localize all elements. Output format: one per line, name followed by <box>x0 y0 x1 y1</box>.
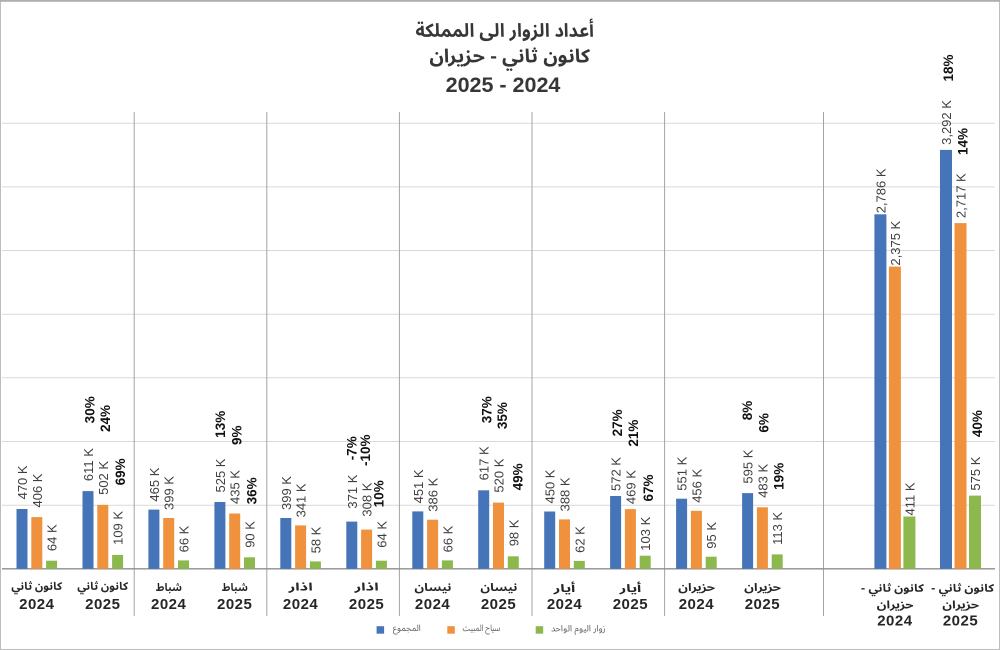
svg-text:483 K: 483 K <box>755 463 770 497</box>
svg-text:525 K: 525 K <box>213 458 228 492</box>
svg-text:2024: 2024 <box>547 596 583 613</box>
svg-text:66 K: 66 K <box>440 525 455 552</box>
svg-text:2024: 2024 <box>283 596 319 613</box>
svg-text:2025: 2025 <box>481 596 516 613</box>
svg-text:49%: 49% <box>510 463 525 490</box>
svg-text:37%: 37% <box>480 396 495 423</box>
svg-text:575 K: 575 K <box>968 456 983 490</box>
svg-text:69%: 69% <box>113 458 128 485</box>
svg-text:19%: 19% <box>772 463 787 490</box>
svg-text:24%: 24% <box>98 405 113 432</box>
svg-text:62 K: 62 K <box>572 526 587 553</box>
svg-text:113 K: 113 K <box>770 512 785 545</box>
svg-text:8%: 8% <box>740 401 755 421</box>
svg-text:551 K: 551 K <box>675 456 690 490</box>
svg-text:64 K: 64 K <box>45 524 60 551</box>
svg-text:2025 - 2024: 2025 - 2024 <box>446 73 561 97</box>
svg-text:450 K: 450 K <box>543 469 558 503</box>
svg-text:10%: 10% <box>372 480 387 507</box>
svg-text:2024: 2024 <box>877 613 913 630</box>
svg-text:40%: 40% <box>970 410 985 437</box>
svg-text:595 K: 595 K <box>741 449 756 483</box>
svg-text:341 K: 341 K <box>294 483 309 517</box>
svg-text:18%: 18% <box>941 54 956 81</box>
svg-text:451 K: 451 K <box>411 469 426 503</box>
svg-text:611 K: 611 K <box>81 448 96 481</box>
svg-text:456 K: 456 K <box>689 468 704 502</box>
svg-text:2025: 2025 <box>613 596 648 613</box>
svg-text:2024: 2024 <box>679 596 715 613</box>
svg-text:520 K: 520 K <box>492 458 507 492</box>
svg-text:399 K: 399 K <box>279 476 294 510</box>
svg-text:470 K: 470 K <box>15 465 30 499</box>
svg-text:109 K: 109 K <box>111 511 126 545</box>
svg-text:308 K: 308 K <box>360 482 375 516</box>
svg-text:406 K: 406 K <box>30 473 45 507</box>
svg-text:572 K: 572 K <box>609 457 624 491</box>
svg-text:90 K: 90 K <box>243 521 258 548</box>
svg-text:435 K: 435 K <box>228 470 243 504</box>
svg-text:67%: 67% <box>641 474 656 501</box>
svg-text:64 K: 64 K <box>374 521 389 548</box>
svg-text:14%: 14% <box>956 128 971 155</box>
svg-text:66 K: 66 K <box>177 525 192 552</box>
svg-text:95 K: 95 K <box>704 522 719 549</box>
svg-text:399 K: 399 K <box>162 476 177 510</box>
svg-text:-7%: -7% <box>344 436 359 460</box>
svg-text:21%: 21% <box>626 420 641 447</box>
svg-text:30%: 30% <box>82 396 97 423</box>
svg-text:2,786 K: 2,786 K <box>873 168 888 213</box>
svg-text:2,717 K: 2,717 K <box>954 173 969 218</box>
svg-text:2024: 2024 <box>151 596 187 613</box>
svg-text:98 K: 98 K <box>506 519 521 546</box>
svg-text:58 K: 58 K <box>308 526 323 553</box>
svg-text:3,292 K: 3,292 K <box>939 100 954 145</box>
svg-text:9%: 9% <box>229 426 244 446</box>
svg-text:469 K: 469 K <box>623 470 638 504</box>
svg-text:2024: 2024 <box>415 596 451 613</box>
svg-text:-10%: -10% <box>358 434 373 466</box>
svg-text:35%: 35% <box>495 402 510 429</box>
svg-text:6%: 6% <box>756 413 771 433</box>
svg-text:36%: 36% <box>244 477 259 504</box>
svg-text:386 K: 386 K <box>426 477 441 511</box>
svg-text:411 K: 411 K <box>902 482 917 515</box>
svg-text:371 K: 371 K <box>345 474 360 508</box>
svg-text:2,375 K: 2,375 K <box>888 220 903 265</box>
svg-text:388 K: 388 K <box>558 477 573 511</box>
svg-text:2025: 2025 <box>943 613 978 630</box>
svg-text:13%: 13% <box>213 411 228 438</box>
svg-text:103 K: 103 K <box>638 516 653 550</box>
svg-text:27%: 27% <box>610 409 625 436</box>
svg-text:617 K: 617 K <box>477 446 492 480</box>
svg-text:465 K: 465 K <box>147 467 162 501</box>
svg-text:2025: 2025 <box>349 596 384 613</box>
svg-text:2025: 2025 <box>745 596 780 613</box>
svg-text:2024: 2024 <box>19 596 55 613</box>
svg-text:502 K: 502 K <box>96 461 111 495</box>
svg-text:2025: 2025 <box>85 596 120 613</box>
svg-text:2025: 2025 <box>217 596 252 613</box>
